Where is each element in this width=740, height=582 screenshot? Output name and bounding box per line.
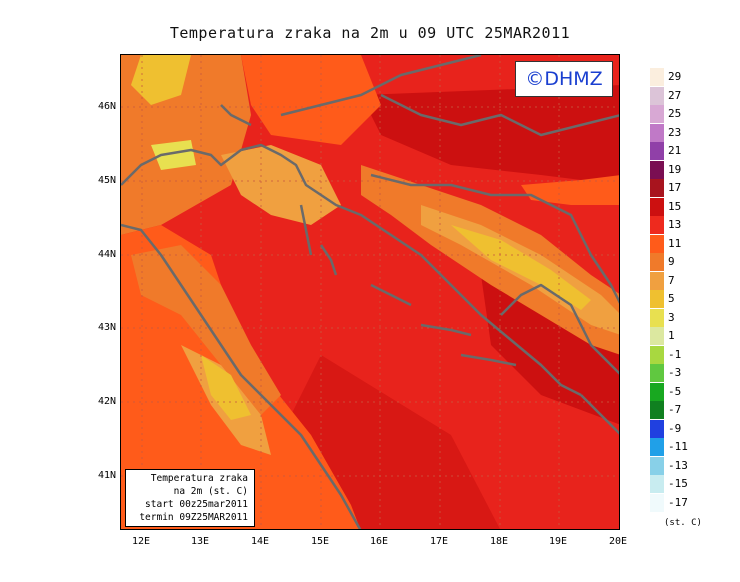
lat-label: 43N — [97, 322, 116, 333]
lat-label: 44N — [97, 249, 116, 260]
graticule — [121, 55, 619, 529]
legend-label: -17 — [668, 495, 688, 509]
legend-label: 25 — [668, 107, 682, 120]
istria-zone — [221, 145, 341, 225]
legend-label: -9 — [668, 421, 682, 435]
legend-swatch — [650, 68, 664, 86]
istria-outline — [220, 104, 252, 127]
legend-swatch — [650, 327, 664, 345]
info-line-valid: termin 09Z25MAR2011 — [139, 512, 248, 523]
legend-label: 29 — [668, 70, 682, 83]
lat-label: 46N — [97, 101, 116, 112]
legend-label: 3 — [668, 310, 675, 324]
legend-label: -1 — [668, 347, 682, 361]
cold-zone-apennine — [201, 355, 251, 420]
info-line-unit: na 2m (st. C) — [173, 486, 248, 497]
legend-swatch — [650, 160, 664, 179]
legend-swatch — [650, 364, 664, 382]
warm-zone-north-east — [361, 85, 619, 185]
krk-island — [299, 204, 313, 256]
dhmz-watermark: ©DHMZ — [515, 61, 613, 97]
legend-swatch — [650, 234, 664, 253]
alpine-border — [280, 55, 482, 117]
albania-coast — [580, 394, 619, 435]
legend-swatch — [650, 86, 664, 105]
korcula-island — [460, 353, 517, 367]
info-box: Temperatura zraka na 2m (st. C) start 00… — [125, 469, 255, 527]
legend-label: 17 — [668, 181, 682, 194]
legend-label: -3 — [668, 366, 682, 379]
map-canvas — [121, 55, 619, 529]
legend-label: -15 — [668, 477, 688, 490]
lagoon-cold-zone — [151, 140, 196, 170]
temperature-map: ©DHMZ Temperatura zraka na 2m (st. C) st… — [120, 54, 620, 530]
legend-unit: (st. C) — [664, 518, 702, 528]
legend-label: -7 — [668, 403, 682, 416]
legend-swatch — [650, 179, 664, 197]
map-title: Temperatura zraka na 2m u 09 UTC 25MAR20… — [169, 24, 571, 42]
lon-label: 18E — [489, 536, 509, 547]
legend-swatch — [650, 216, 664, 234]
legend-swatch — [650, 253, 664, 271]
legend-swatch — [650, 271, 664, 290]
legend-label: 19 — [668, 162, 682, 176]
lon-label: 16E — [369, 536, 389, 547]
legend-label: -11 — [668, 440, 688, 453]
legend-swatch — [650, 105, 664, 123]
legend-swatch — [650, 345, 664, 364]
legend-swatch — [650, 419, 664, 438]
pannonian-zone — [521, 175, 619, 205]
lat-label: 41N — [97, 470, 116, 481]
legend-label: 7 — [668, 273, 675, 287]
lat-label: 42N — [97, 396, 116, 407]
montenegro-border — [500, 283, 619, 375]
legend-swatch — [650, 456, 664, 475]
legend-label: 5 — [668, 292, 675, 305]
alps-cold-zone — [131, 55, 191, 105]
legend-swatch — [650, 493, 664, 512]
info-line-title: Temperatura zraka — [150, 473, 248, 484]
bosnia-border — [370, 173, 619, 304]
lon-label: 13E — [190, 536, 210, 547]
legend-swatch — [650, 382, 664, 401]
italy-east-coast — [121, 223, 362, 529]
legend-label: -13 — [668, 458, 688, 472]
coastlines — [121, 55, 619, 529]
hvar-island — [420, 323, 472, 337]
legend-label: 27 — [668, 88, 682, 102]
legend-label: 11 — [668, 236, 682, 250]
lon-label: 15E — [310, 536, 330, 547]
croatia-hungary-border — [380, 93, 619, 137]
info-line-start: start 00z25mar2011 — [145, 499, 248, 510]
lon-label: 19E — [548, 536, 568, 547]
rab-island — [319, 244, 338, 276]
legend-swatch — [650, 475, 664, 493]
legend-swatch — [650, 438, 664, 456]
lon-label: 20E — [608, 536, 628, 547]
italy-inland-zone — [131, 245, 281, 415]
legend-swatch — [650, 142, 664, 160]
dalmatian-islands — [370, 283, 412, 307]
lon-label: 12E — [131, 536, 151, 547]
legend-label: 1 — [668, 329, 675, 342]
legend-label: 21 — [668, 144, 682, 157]
legend-swatch — [650, 290, 664, 308]
lon-label: 14E — [250, 536, 270, 547]
dinaric-cold-zone — [451, 225, 591, 310]
legend-label: 15 — [668, 199, 682, 213]
legend-swatch — [650, 401, 664, 419]
lat-label: 45N — [97, 175, 116, 186]
lon-label: 17E — [429, 536, 449, 547]
legend-swatch — [650, 197, 664, 216]
legend-label: -5 — [668, 384, 682, 398]
legend-swatch — [650, 123, 664, 142]
adriatic-east-coast — [121, 143, 582, 397]
cool-zone-north — [241, 55, 381, 145]
legend-label: 9 — [668, 255, 675, 268]
legend-label: 13 — [668, 218, 682, 231]
legend-label: 23 — [668, 125, 682, 139]
legend-swatch — [650, 308, 664, 327]
